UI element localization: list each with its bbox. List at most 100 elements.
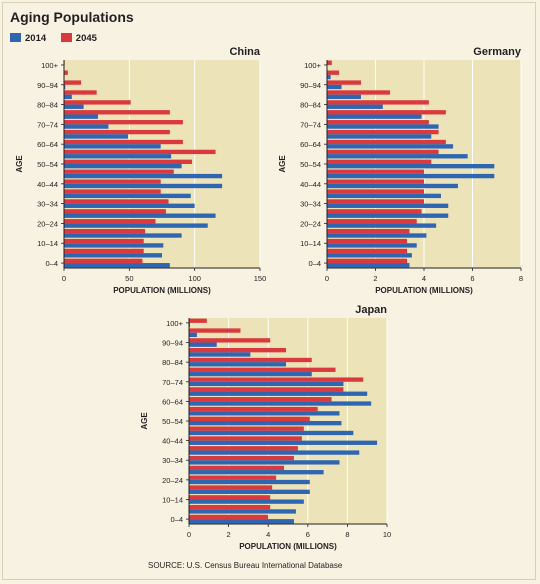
y-tick-label-china: 10–14: [37, 239, 58, 248]
bar-2045-china: [64, 228, 146, 234]
x-tick-label-japan: 0: [187, 530, 191, 539]
bar-2045-japan: [189, 397, 332, 402]
chart-japan: Japan 0–4 10–14 20–24 30–34 40–44 50–54 60–64 70…: [140, 304, 391, 551]
bar-2045-germany: [327, 60, 332, 65]
bar-2014-japan: [189, 352, 251, 357]
y-tick-label-germany: 80–84: [300, 101, 321, 110]
legend-item-2014: 2014: [10, 33, 46, 44]
bar-2014-china: [64, 154, 172, 159]
bar-2014-japan: [189, 342, 217, 347]
x-tick-label-japan: 2: [227, 530, 231, 539]
bar-2014-germany: [327, 144, 454, 149]
bar-2014-germany: [327, 193, 441, 199]
bar-2045-china: [64, 110, 170, 115]
bar-2014-germany: [327, 84, 342, 90]
x-tick-label-china: 150: [254, 274, 267, 283]
bar-2014-china: [64, 233, 182, 238]
bar-2045-germany: [327, 159, 432, 164]
y-axis-label-japan: AGE: [140, 412, 149, 430]
bar-2045-japan: [189, 416, 310, 421]
bar-2045-japan: [189, 436, 302, 441]
bar-2045-china: [64, 179, 161, 184]
y-tick-label-japan: 60–64: [162, 397, 183, 406]
bar-2014-china: [64, 104, 84, 109]
bar-2045-germany: [327, 80, 361, 85]
x-axis-label-china: POPULATION (MILLIONS): [113, 286, 211, 295]
chart-germany: Germany 0–4 10–14 20–24 30–34 40–44 50–54 60–64…: [278, 46, 523, 295]
bar-2045-germany: [327, 90, 391, 95]
legend-swatch-2045: [60, 33, 72, 42]
bar-2045-japan: [189, 377, 364, 382]
y-tick-label-china: 50–54: [37, 160, 58, 169]
bar-2014-china: [64, 253, 162, 258]
y-tick-label-japan: 10–14: [162, 495, 183, 504]
legend-item-2045: 2045: [60, 33, 97, 44]
legend: 2014 2045: [10, 33, 109, 44]
bar-2014-germany: [327, 154, 468, 159]
bar-2045-japan: [189, 455, 294, 461]
bar-2014-germany: [327, 233, 427, 238]
bar-2014-china: [64, 223, 208, 228]
x-tick-label-germany: 8: [519, 274, 523, 283]
bar-2014-japan: [189, 489, 310, 494]
y-tick-label-japan: 100+: [166, 319, 184, 328]
bar-2045-germany: [327, 120, 429, 125]
bar-2045-china: [64, 149, 216, 155]
y-tick-label-japan: 80–84: [162, 358, 183, 367]
bar-2014-japan: [189, 519, 294, 524]
bar-2045-japan: [189, 475, 277, 480]
bar-2045-japan: [189, 406, 318, 412]
chart-title-germany: Germany: [473, 46, 522, 58]
bar-2014-china: [64, 193, 191, 199]
bar-2045-germany: [327, 199, 424, 204]
x-tick-label-china: 100: [188, 274, 201, 283]
y-tick-label-germany: 60–64: [300, 140, 321, 149]
x-tick-label-china: 50: [125, 274, 133, 283]
bar-2045-japan: [189, 446, 298, 451]
bar-2014-japan: [189, 411, 340, 416]
bar-2045-china: [64, 120, 183, 125]
y-tick-label-germany: 20–24: [300, 219, 321, 228]
bar-2014-germany: [327, 74, 331, 80]
bar-2045-china: [64, 199, 169, 204]
y-tick-label-china: 100+: [41, 61, 59, 70]
bar-2045-china: [64, 80, 81, 85]
bar-2045-china: [64, 169, 174, 174]
bar-2014-japan: [189, 381, 344, 387]
bar-2014-china: [64, 134, 129, 139]
bar-2014-china: [64, 263, 170, 268]
bar-2045-germany: [327, 238, 408, 244]
y-tick-label-japan: 30–34: [162, 456, 183, 465]
bar-2014-germany: [327, 124, 439, 129]
bar-2014-china: [64, 203, 195, 208]
y-tick-label-japan: 90–94: [162, 339, 183, 348]
y-tick-label-china: 60–64: [37, 140, 58, 149]
chart-title-china: China: [229, 46, 260, 58]
y-tick-label-germany: 50–54: [300, 160, 321, 169]
bar-2014-germany: [327, 203, 449, 208]
y-tick-label-germany: 30–34: [300, 200, 321, 209]
y-tick-label-china: 90–94: [37, 81, 58, 90]
bar-2014-germany: [327, 183, 458, 189]
bar-2014-japan: [189, 371, 312, 377]
bar-2014-china: [64, 164, 182, 169]
bar-2014-china: [64, 114, 98, 119]
bar-2045-germany: [327, 179, 424, 184]
bar-2045-germany: [327, 209, 422, 214]
bar-2014-germany: [327, 253, 412, 258]
bar-2014-germany: [327, 223, 437, 228]
bar-2014-japan: [189, 421, 342, 426]
bar-2045-japan: [189, 504, 271, 510]
bar-2045-germany: [327, 100, 429, 105]
bar-2045-germany: [327, 70, 340, 75]
bar-2014-germany: [327, 213, 449, 218]
bar-2014-germany: [327, 164, 495, 169]
source-note: SOURCE: U.S. Census Bureau International…: [148, 561, 343, 570]
x-tick-label-germany: 4: [422, 274, 426, 283]
x-axis-label-japan: POPULATION (MILLIONS): [239, 542, 337, 551]
bar-2045-germany: [327, 189, 424, 194]
bar-2014-china: [64, 144, 161, 149]
y-tick-label-china: 80–84: [37, 101, 58, 110]
bar-2045-germany: [327, 219, 417, 224]
bar-2045-japan: [189, 348, 287, 353]
